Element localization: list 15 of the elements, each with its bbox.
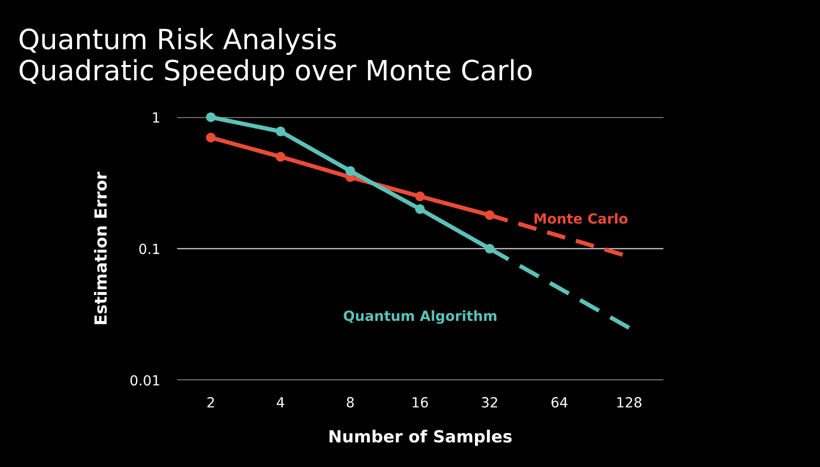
x-tick-label: 128 [617,397,642,408]
x-tick-label: 4 [276,397,284,408]
chart-title: Quantum Risk Analysis Quadratic Speedup over Monte Carlo [20,28,532,86]
y-tick-label: 1 [153,112,160,122]
y-tick-label: 0.1 [139,244,160,254]
x-tick-label: 32 [482,397,498,408]
text: Monte Carlo [534,213,628,224]
y-axis-title: Estimation Error [94,172,107,324]
x-tick-label: 64 [552,397,568,408]
x-tick-label: 8 [346,397,354,408]
y-tick-label: 0.01 [130,375,160,386]
x-tick-label: 16 [412,397,428,408]
text: Quantum Algorithm [344,310,496,324]
x-axis-title: Number of Samples [330,430,512,446]
x-tick-label: 2 [207,397,214,408]
